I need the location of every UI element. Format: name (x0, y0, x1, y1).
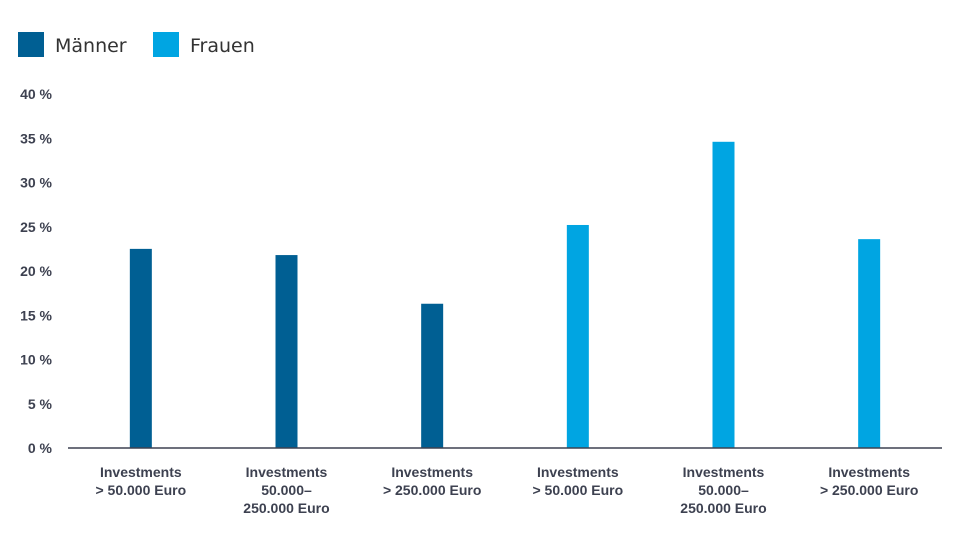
legend-label-1: Frauen (190, 35, 255, 57)
y-tick-label-7: 35 % (20, 130, 52, 146)
y-tick-label-5: 25 % (20, 219, 52, 235)
y-tick-label-8: 40 % (20, 86, 52, 102)
bar-frauen-4 (712, 141, 735, 449)
bar-männer-0 (129, 248, 152, 448)
y-axis: 0 % 5 % 10 % 15 % 20 % 25 % 30 % 35 % 40 % (20, 86, 52, 456)
legend-label-0: Männer (55, 35, 127, 57)
x-tick-label-3: Investments > 50.000 Euro (532, 464, 623, 498)
x-tick-label-4: Investments 50.000– 250.000 Euro (680, 464, 766, 516)
y-tick-label-6: 30 % (20, 175, 52, 191)
y-tick-label-4: 20 % (20, 263, 52, 279)
bar-frauen-5 (858, 239, 881, 448)
bar-männer-2 (421, 303, 444, 448)
y-tick-label-0: 0 % (28, 440, 53, 456)
x-tick-label-0: Investments > 50.000 Euro (95, 464, 186, 498)
bar-männer-1 (275, 255, 298, 448)
x-axis: Investments > 50.000 Euro Investments 50.00… (95, 464, 918, 516)
y-tick-label-3: 15 % (20, 307, 52, 323)
legend-swatch-0 (18, 32, 44, 57)
x-tick-label-1: Investments 50.000– 250.000 Euro (243, 464, 329, 516)
bar-frauen-3 (566, 224, 589, 448)
legend: Männer Frauen (18, 32, 255, 57)
legend-swatch-1 (153, 32, 179, 57)
y-tick-label-2: 10 % (20, 352, 52, 368)
x-tick-label-5: Investments > 250.000 Euro (820, 464, 918, 498)
y-tick-label-1: 5 % (28, 396, 53, 412)
x-tick-label-2: Investments > 250.000 Euro (383, 464, 481, 498)
bars (129, 141, 881, 449)
